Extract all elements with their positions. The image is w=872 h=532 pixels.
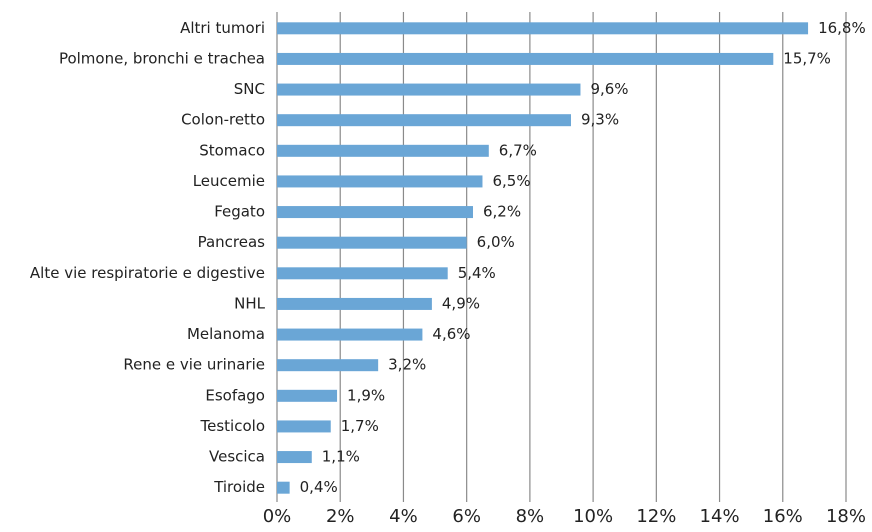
data-label: 16,8% [818,19,866,37]
x-tick-label: 2% [326,506,355,527]
bar [277,267,448,280]
bar [277,236,467,249]
data-label: 6,5% [492,172,530,190]
data-label: 15,7% [783,49,831,67]
bar [277,114,571,127]
bar [277,83,581,96]
x-tick-label: 18% [826,506,866,527]
data-label: 9,6% [590,80,628,98]
data-label: 0,4% [300,478,338,496]
y-tick-label: Altri tumori [180,19,265,37]
y-tick-label: Vescica [209,448,265,466]
y-tick-label: Fegato [214,203,265,221]
bar [277,328,423,341]
data-label: 3,2% [388,356,426,374]
bar [277,297,432,310]
y-tick-label: Melanoma [187,325,265,343]
bar [277,144,489,157]
bar [277,481,290,494]
x-tick-label: 16% [763,506,803,527]
x-tick-label: 4% [389,506,418,527]
y-tick-label: Polmone, bronchi e trachea [59,49,265,67]
x-tick-label: 14% [700,506,740,527]
bar [277,206,473,219]
bar [277,451,312,464]
bar [277,175,483,188]
y-tick-label: Pancreas [198,233,266,251]
y-tick-label: Stomaco [199,141,265,159]
data-label: 5,4% [458,264,496,282]
data-label: 1,1% [322,448,360,466]
y-tick-label: NHL [234,294,266,312]
data-label: 6,7% [499,141,537,159]
data-label: 9,3% [581,111,619,129]
y-tick-label: Alte vie respiratorie e digestive [30,264,265,282]
y-tick-label: Colon-retto [181,111,265,129]
bar [277,389,338,402]
bar [277,52,774,65]
y-tick-label: Esofago [205,386,265,404]
data-label: 1,7% [341,417,379,435]
data-label: 6,2% [483,203,521,221]
y-tick-label: Leucemie [193,172,265,190]
data-label: 4,6% [432,325,470,343]
y-tick-label: SNC [234,80,265,98]
y-tick-label: Rene e vie urinarie [123,356,265,374]
x-tick-label: 6% [452,506,481,527]
bar [277,420,331,433]
data-label: 4,9% [442,294,480,312]
data-label: 6,0% [477,233,515,251]
x-tick-label: 8% [516,506,545,527]
data-label: 1,9% [347,386,385,404]
bar [277,22,809,35]
x-tick-label: 12% [636,506,676,527]
bar [277,359,379,372]
y-tick-label: Tiroide [213,478,265,496]
x-tick-label: 10% [573,506,613,527]
x-tick-label: 0% [263,506,292,527]
y-tick-label: Testicolo [200,417,265,435]
